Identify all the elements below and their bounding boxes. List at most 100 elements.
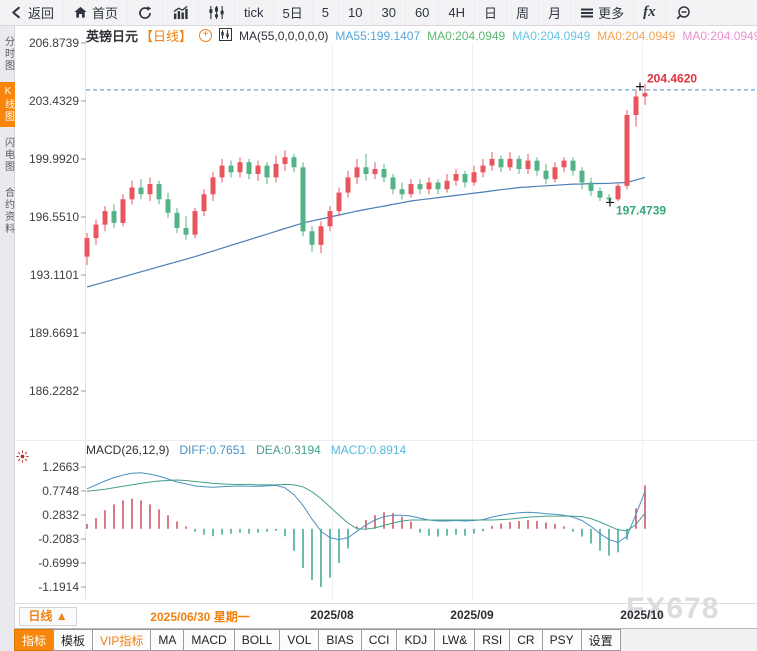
home-icon	[73, 5, 88, 20]
x-label-aug: 2025/08	[310, 608, 354, 622]
candle-body	[336, 192, 342, 212]
candle-body	[120, 199, 126, 223]
refresh-button[interactable]	[128, 0, 164, 25]
macd-params[interactable]: MACD(26,12,9)	[86, 443, 170, 457]
candle-body	[363, 167, 369, 174]
tab-cr[interactable]: CR	[509, 629, 543, 651]
macd-hist-value: MACD:0.8914	[330, 443, 407, 457]
macd-settings-icon[interactable]	[16, 450, 29, 468]
tab-indicator[interactable]: 指标	[14, 629, 55, 651]
interval-5m-button[interactable]: 5	[313, 0, 339, 25]
macd-axis-label: 0.7748	[42, 484, 79, 498]
fx-indicator-button[interactable]: fx	[634, 0, 666, 25]
candle-body	[327, 211, 333, 227]
candle-body	[570, 160, 576, 171]
back-button[interactable]: 返回	[0, 0, 65, 25]
candle-body	[417, 184, 423, 190]
candle-body	[354, 167, 360, 178]
refresh-icon	[137, 5, 153, 21]
interval-5day-button[interactable]: 5日	[274, 0, 313, 25]
ma-settings-label[interactable]: MA(55,0,0,0,0,0)	[239, 28, 329, 43]
interval-10m-button[interactable]: 10	[339, 0, 373, 25]
range-start-date: 2025/06/30 星期一	[150, 610, 250, 624]
candle-body	[129, 187, 135, 200]
tab-boll[interactable]: BOLL	[233, 629, 281, 651]
tab-macd[interactable]: MACD	[183, 629, 235, 651]
y-axis-label: 196.5510	[29, 210, 79, 224]
candle-body	[300, 167, 306, 232]
candle-body	[408, 184, 414, 195]
diff-line	[86, 472, 646, 544]
interval-day-button[interactable]: 日	[475, 0, 508, 25]
candle-body	[156, 184, 162, 200]
interval-week-button[interactable]: 周	[507, 0, 540, 25]
tab-ma[interactable]: MA	[150, 629, 185, 651]
fx-icon: fx	[643, 4, 656, 20]
tab-bias[interactable]: BIAS	[318, 629, 362, 651]
tab-psy[interactable]: PSY	[541, 629, 582, 651]
y-axis-label: 193.1101	[30, 268, 79, 282]
tab-cci[interactable]: CCI	[360, 629, 398, 651]
zoom-out-button[interactable]	[666, 0, 700, 25]
mini-chart-icon[interactable]	[219, 27, 233, 44]
candle-body	[309, 231, 315, 245]
candle-body	[165, 199, 171, 213]
candle-body	[390, 177, 396, 190]
candle-body	[210, 177, 216, 195]
candle-body	[273, 163, 279, 178]
candle-body	[102, 211, 108, 225]
period-label: 【日线】	[140, 29, 193, 44]
candle-chart-button[interactable]	[199, 0, 236, 25]
ma0-value-4: MA0:204.0949	[682, 28, 757, 43]
candle-body	[174, 212, 180, 228]
tab-rsi[interactable]: RSI	[474, 629, 511, 651]
candle-body	[399, 189, 405, 195]
candle-body	[372, 169, 378, 175]
macd-header: MACD(26,12,9) DIFF:0.7651 DEA:0.3194 MAC…	[86, 443, 406, 457]
candle-body	[183, 228, 189, 235]
macd-dea-value: DEA:0.3194	[256, 443, 321, 457]
sidebar-item-lightning[interactable]: 闪电图	[2, 137, 14, 173]
tab-template[interactable]: 模板	[53, 629, 94, 651]
sidebar-item-contract-info[interactable]: 合约资料	[2, 187, 14, 235]
tab-vip-indicator[interactable]: VIP指标	[92, 629, 152, 651]
interval-60m-button[interactable]: 60	[406, 0, 440, 25]
tab-kdj[interactable]: KDJ	[396, 629, 436, 651]
marker-layer: 204.4620 197.4739	[606, 72, 697, 217]
tab-vol[interactable]: VOL	[279, 629, 320, 651]
ma55-line	[86, 176, 646, 288]
home-button[interactable]: 首页	[64, 0, 129, 25]
dea-layer	[86, 479, 646, 532]
macd-axis-label: -1.1914	[38, 580, 79, 594]
candle-body	[201, 194, 207, 212]
y-axis-label: 206.8739	[29, 36, 79, 50]
back-icon	[9, 5, 24, 20]
interval-4h-button[interactable]: 4H	[439, 0, 476, 25]
interval-tick-button[interactable]: tick	[235, 0, 274, 25]
tab-settings[interactable]: 设置	[580, 629, 621, 651]
candle-body	[489, 158, 495, 166]
sidebar-item-kline[interactable]: K线图	[0, 82, 15, 127]
interval-30m-button[interactable]: 30	[372, 0, 406, 25]
add-indicator-icon[interactable]: +	[199, 29, 213, 42]
candle-body	[84, 238, 90, 257]
candle-body	[633, 96, 639, 115]
candle-body	[246, 162, 252, 174]
crosshair-icon	[636, 82, 644, 91]
candle-body	[543, 170, 549, 180]
macd-axis-label: -0.6999	[38, 556, 79, 570]
panel-separator	[16, 440, 757, 441]
sidebar-item-timeshare[interactable]: 分时图	[2, 36, 14, 72]
candle-body	[579, 170, 585, 183]
candle-body	[435, 182, 441, 190]
candle-body	[192, 211, 198, 235]
symbol-name: 英镑日元	[86, 29, 139, 44]
tab-lw[interactable]: LW&	[434, 629, 476, 651]
more-button[interactable]: 更多	[571, 0, 635, 25]
period-selector[interactable]: 日线 ▲	[19, 607, 77, 626]
interval-month-button[interactable]: 月	[539, 0, 572, 25]
candle-body	[426, 182, 432, 190]
ma0-value-2: MA0:204.0949	[512, 28, 591, 43]
line-chart-button[interactable]	[163, 0, 200, 25]
